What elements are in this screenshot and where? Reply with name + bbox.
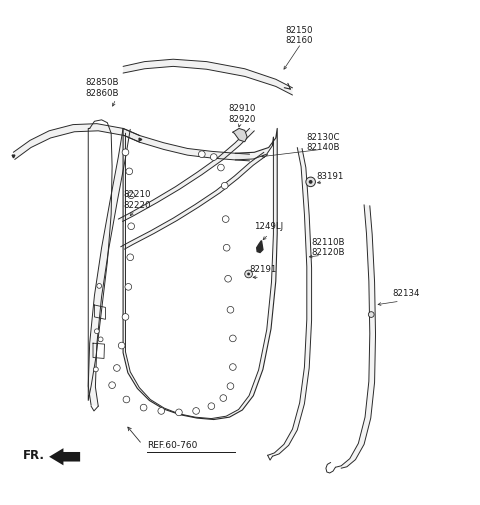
Circle shape [140, 405, 147, 411]
Text: 82130C
82140B: 82130C 82140B [307, 133, 340, 153]
Circle shape [227, 307, 234, 313]
Text: REF.60-760: REF.60-760 [147, 441, 197, 450]
Polygon shape [232, 128, 247, 142]
Polygon shape [123, 128, 277, 420]
Circle shape [94, 367, 98, 372]
Circle shape [221, 182, 228, 189]
Circle shape [309, 180, 312, 184]
Circle shape [220, 395, 227, 401]
Text: 82210
82220: 82210 82220 [123, 190, 151, 210]
Circle shape [127, 254, 133, 261]
Circle shape [98, 337, 103, 342]
Circle shape [122, 314, 129, 320]
Polygon shape [118, 128, 254, 222]
Polygon shape [268, 147, 312, 457]
Circle shape [227, 383, 234, 389]
Circle shape [176, 409, 182, 416]
Circle shape [368, 312, 374, 318]
Circle shape [217, 164, 224, 171]
Circle shape [229, 364, 236, 370]
Polygon shape [88, 128, 130, 406]
Text: FR.: FR. [23, 449, 45, 462]
Circle shape [210, 154, 217, 161]
Circle shape [114, 365, 120, 371]
Circle shape [245, 270, 252, 278]
Circle shape [222, 216, 229, 222]
Circle shape [229, 335, 236, 342]
Text: 1249LJ: 1249LJ [254, 222, 284, 231]
Text: 83191: 83191 [316, 172, 344, 181]
Polygon shape [120, 153, 268, 249]
Polygon shape [336, 205, 375, 468]
Text: 82910
82920: 82910 82920 [228, 105, 255, 124]
Circle shape [199, 151, 205, 158]
Circle shape [225, 275, 231, 282]
Polygon shape [49, 448, 80, 465]
Circle shape [247, 273, 250, 275]
Polygon shape [123, 128, 250, 161]
Circle shape [109, 382, 116, 388]
Circle shape [123, 396, 130, 403]
Text: 82150
82160: 82150 82160 [285, 26, 313, 45]
Circle shape [208, 403, 215, 410]
Polygon shape [123, 59, 292, 95]
Text: 82134: 82134 [393, 288, 420, 297]
Text: 82191: 82191 [250, 265, 277, 274]
Circle shape [223, 244, 230, 251]
Circle shape [193, 408, 199, 414]
Circle shape [306, 177, 315, 187]
Text: 82850B
82860B: 82850B 82860B [85, 78, 119, 97]
Circle shape [122, 149, 129, 156]
Circle shape [128, 223, 134, 230]
Polygon shape [13, 124, 140, 160]
Text: 82110B
82120B: 82110B 82120B [312, 238, 345, 258]
Circle shape [128, 192, 134, 198]
Circle shape [95, 329, 99, 334]
Circle shape [118, 342, 125, 349]
Polygon shape [257, 240, 263, 252]
Circle shape [126, 168, 132, 175]
Circle shape [158, 408, 165, 414]
Circle shape [125, 283, 132, 290]
Circle shape [97, 283, 102, 288]
